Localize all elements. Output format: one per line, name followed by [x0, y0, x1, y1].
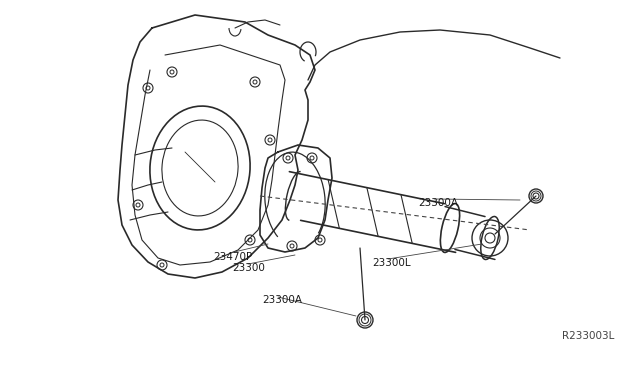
Text: 23300: 23300: [232, 263, 265, 273]
Text: 23300A: 23300A: [418, 198, 458, 208]
Text: R233003L: R233003L: [562, 331, 614, 341]
Text: 23300A: 23300A: [262, 295, 302, 305]
Text: 23470P: 23470P: [213, 252, 252, 262]
Text: 23300L: 23300L: [372, 258, 411, 268]
